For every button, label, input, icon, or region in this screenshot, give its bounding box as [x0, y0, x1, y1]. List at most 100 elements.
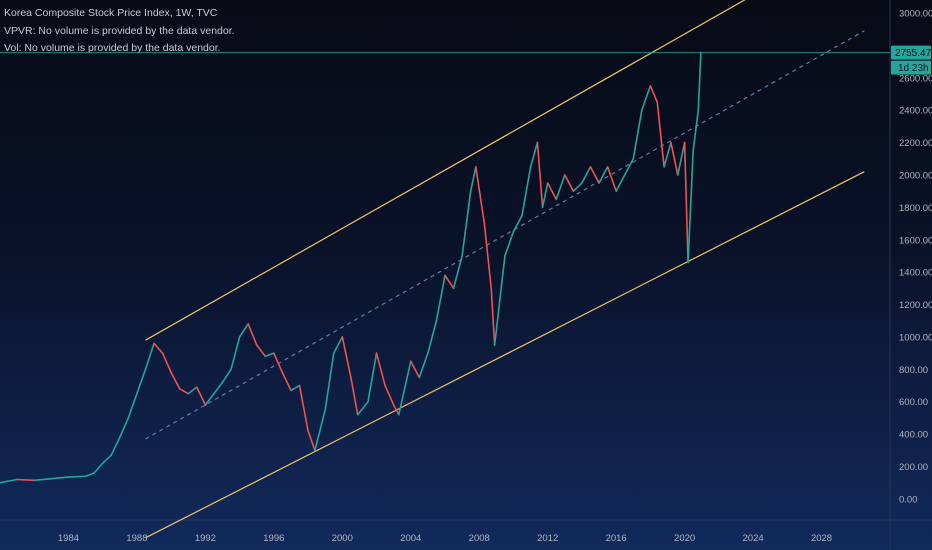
price-segment — [564, 174, 575, 192]
y-tick-label: 1400.00 — [899, 268, 932, 279]
last-price-badge — [891, 45, 931, 60]
price-segment — [84, 472, 95, 478]
price-segment — [687, 149, 694, 264]
price-segment — [656, 101, 665, 168]
y-tick-label: 2400.00 — [899, 106, 932, 117]
price-segment — [238, 323, 249, 338]
y-tick-label: 400.00 — [899, 430, 928, 441]
price-segment — [536, 141, 544, 209]
price-segment — [127, 392, 138, 419]
y-tick-label: 3000.00 — [899, 8, 932, 19]
y-tick-label: 800.00 — [899, 365, 928, 376]
y-tick-label: 600.00 — [899, 397, 928, 408]
price-segment — [589, 166, 600, 184]
x-tick-label: 2016 — [606, 533, 627, 544]
price-segment — [452, 255, 463, 290]
price-segment — [663, 141, 672, 168]
y-tick-label: 2000.00 — [899, 170, 932, 181]
channel-middle-line — [145, 30, 865, 440]
price-segment — [93, 462, 104, 474]
price-segment — [314, 409, 326, 452]
price-segment — [170, 371, 181, 390]
y-tick-label: 1200.00 — [899, 300, 932, 311]
price-segment — [427, 319, 438, 354]
price-segment — [615, 174, 626, 192]
price-segment — [676, 141, 686, 176]
price-segment — [641, 85, 652, 111]
price-segment — [187, 386, 198, 395]
price-segment — [136, 368, 147, 395]
x-tick-label: 2008 — [469, 533, 490, 544]
price-segment — [178, 387, 190, 395]
y-tick-label: 1800.00 — [899, 203, 932, 214]
price-segment — [541, 182, 549, 209]
price-segment — [33, 477, 53, 482]
price-segment — [483, 222, 493, 290]
price-segment — [101, 454, 113, 465]
x-tick-label: 1988 — [126, 533, 147, 544]
price-segment — [475, 166, 486, 225]
x-tick-label: 2004 — [400, 533, 421, 544]
price-segment — [213, 381, 224, 395]
price-segment — [697, 51, 702, 111]
price-segment — [469, 166, 477, 192]
y-tick-label: 200.00 — [899, 462, 928, 473]
price-segment — [512, 214, 523, 233]
price-segment — [221, 368, 232, 384]
price-segment — [397, 360, 412, 416]
price-segment — [392, 404, 400, 416]
y-tick-label: 1000.00 — [899, 332, 932, 343]
price-segment — [581, 166, 592, 184]
vol-message: Vol: No volume is provided by the data v… — [4, 42, 221, 54]
price-segment — [572, 182, 583, 192]
price-segment — [409, 360, 421, 379]
x-tick-label: 2012 — [537, 533, 558, 544]
price-segment — [153, 342, 164, 354]
price-segment — [273, 352, 284, 374]
price-segment — [281, 371, 292, 392]
price-segment — [546, 182, 558, 201]
price-segment — [196, 386, 207, 406]
price-segment — [16, 478, 36, 482]
price-segment — [555, 174, 566, 201]
price-segment — [367, 352, 378, 403]
y-tick-label: 2200.00 — [899, 138, 932, 149]
x-tick-label: 2020 — [674, 533, 695, 544]
price-segment — [356, 400, 369, 416]
price-segment — [670, 141, 679, 176]
price-segment — [493, 255, 506, 346]
price-segment — [529, 141, 539, 168]
chart-title: Korea Composite Stock Price Index, 1W, T… — [4, 7, 218, 19]
y-tick-label: 0.00 — [899, 494, 918, 505]
price-segment — [341, 336, 352, 379]
x-tick-label: 1992 — [195, 533, 216, 544]
price-segment — [606, 166, 617, 192]
price-segment — [204, 392, 215, 406]
price-segment — [649, 85, 659, 103]
last-price-label: 2755.47 — [895, 48, 932, 59]
price-segment — [0, 478, 18, 484]
price-segment — [384, 384, 395, 406]
price-segment — [324, 352, 335, 411]
x-tick-label: 2024 — [743, 533, 764, 544]
price-segment — [504, 230, 515, 257]
price-segment — [692, 109, 700, 152]
price-segment — [67, 475, 87, 478]
price-segment — [350, 376, 359, 416]
x-tick-label: 1984 — [58, 533, 79, 544]
price-segment — [161, 352, 172, 374]
y-tick-label: 2600.00 — [899, 73, 932, 84]
x-tick-label: 1996 — [263, 533, 284, 544]
price-segment — [290, 384, 301, 392]
countdown-badge — [891, 60, 931, 75]
price-segment — [230, 336, 241, 371]
x-tick-label: 2000 — [332, 533, 353, 544]
price-segment — [307, 430, 316, 452]
price-segment — [435, 274, 446, 322]
y-tick-label: 1600.00 — [899, 235, 932, 246]
price-segment — [375, 352, 386, 387]
x-tick-label: 2028 — [811, 533, 832, 544]
price-segment — [298, 384, 309, 432]
